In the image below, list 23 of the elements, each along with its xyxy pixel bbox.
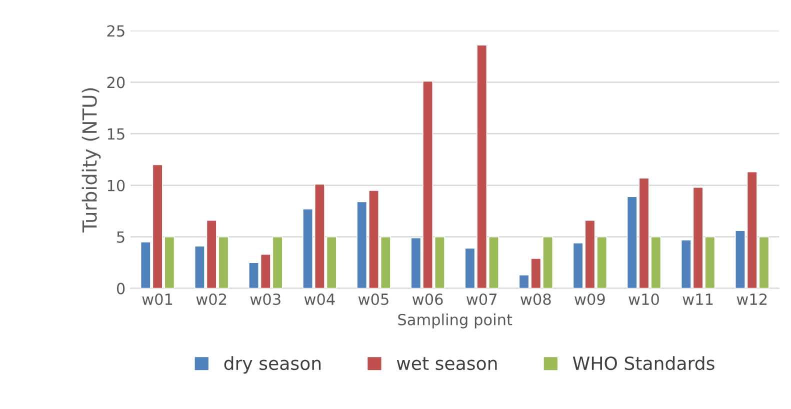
x-tick-label: w09 xyxy=(574,293,605,306)
x-tick-label: w03 xyxy=(250,293,280,306)
x-tick-label: w07 xyxy=(466,293,497,306)
x-tick-label: w10 xyxy=(628,293,659,306)
x-tick-label: w12 xyxy=(736,293,767,305)
legend-label: wet season xyxy=(396,357,497,370)
x-tick-label: w02 xyxy=(196,293,226,306)
x-tick-label: w06 xyxy=(412,293,443,306)
x-tick-label: w08 xyxy=(520,293,551,306)
x-axis-title: Sampling point xyxy=(398,314,512,328)
y-tick-label: 25 xyxy=(107,25,124,37)
legend-label: WHO Standards xyxy=(572,356,714,370)
x-tick-label: w11 xyxy=(682,294,713,305)
y-tick-label: 15 xyxy=(108,128,124,140)
x-tick-label: w04 xyxy=(304,293,335,306)
y-tick-label: 0 xyxy=(116,282,125,294)
x-tick-label: w05 xyxy=(358,293,388,306)
y-tick-label: 20 xyxy=(107,76,125,88)
y-tick-label: 5 xyxy=(117,231,124,243)
x-tick-label: w01 xyxy=(142,293,172,306)
y-tick-label: 10 xyxy=(108,180,125,192)
y-axis-title: Turbidity (NTU) xyxy=(82,88,101,233)
legend-label: dry season xyxy=(224,356,321,374)
